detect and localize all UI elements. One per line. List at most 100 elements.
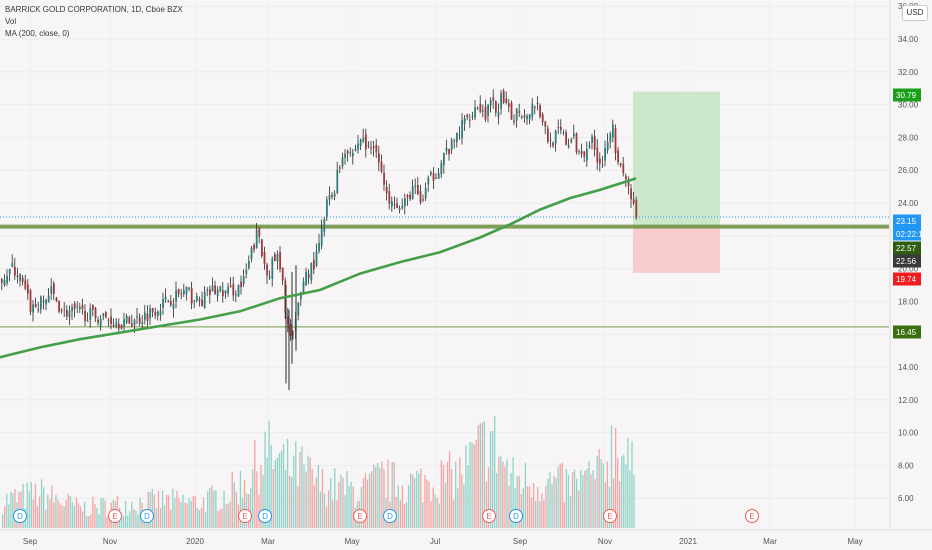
volume-bar bbox=[405, 501, 408, 528]
candle-body bbox=[79, 306, 81, 309]
candle-body bbox=[229, 285, 232, 288]
volume-bar bbox=[264, 431, 266, 528]
candle-body bbox=[305, 271, 307, 286]
dividend-marker[interactable]: D bbox=[13, 509, 27, 523]
candle-body bbox=[320, 228, 323, 246]
volume-bar bbox=[14, 489, 16, 528]
support-price-badge: 16.45 bbox=[893, 325, 921, 339]
earnings-marker[interactable]: E bbox=[603, 509, 617, 523]
volume-legend[interactable]: Vol bbox=[5, 17, 17, 26]
dividend-marker[interactable]: D bbox=[383, 509, 397, 523]
volume-bar bbox=[313, 484, 315, 528]
candle-body bbox=[279, 252, 281, 270]
volume-bar bbox=[233, 482, 235, 528]
volume-bar bbox=[10, 491, 12, 528]
ma-legend[interactable]: MA (200, close, 0) bbox=[5, 29, 70, 38]
volume-bar bbox=[305, 471, 307, 528]
candle-body bbox=[14, 266, 16, 276]
volume-bar bbox=[338, 482, 340, 528]
badge-bg bbox=[893, 272, 921, 286]
volume-bar bbox=[414, 478, 416, 528]
candle-body bbox=[393, 204, 396, 206]
volume-bar bbox=[86, 515, 88, 528]
candle-body bbox=[456, 132, 458, 143]
earnings-marker[interactable]: E bbox=[353, 509, 367, 523]
earnings-marker[interactable]: E bbox=[745, 509, 759, 523]
candle-body bbox=[170, 301, 172, 306]
candle-body bbox=[372, 146, 375, 148]
volume-bar bbox=[416, 470, 418, 528]
candle-body bbox=[357, 143, 359, 150]
dividend-marker[interactable]: D bbox=[509, 509, 523, 523]
volume-bar bbox=[506, 459, 508, 528]
volume-bar bbox=[289, 475, 291, 528]
marker-circle bbox=[238, 509, 252, 523]
candle-body bbox=[565, 132, 567, 145]
marker-circle bbox=[482, 509, 496, 523]
volume-bar bbox=[606, 461, 609, 528]
volume-bar bbox=[196, 507, 199, 528]
volume-bar bbox=[619, 481, 621, 528]
volume-bar bbox=[610, 425, 613, 528]
candle-body bbox=[323, 219, 326, 233]
marker-label: E bbox=[607, 512, 612, 521]
badge-bg bbox=[893, 254, 921, 268]
grid bbox=[0, 5, 889, 499]
volume-bar bbox=[284, 469, 287, 528]
candle-body bbox=[138, 317, 141, 324]
x-tick-label: Nov bbox=[598, 537, 612, 546]
dividend-marker[interactable]: D bbox=[140, 509, 154, 523]
volume-bar bbox=[94, 504, 96, 528]
volume-bar bbox=[563, 501, 565, 528]
candle-body bbox=[396, 203, 398, 209]
candle-body bbox=[367, 144, 370, 147]
volume-bar bbox=[364, 472, 367, 528]
candle-body bbox=[362, 137, 365, 142]
candle-body bbox=[183, 290, 185, 294]
volume-bar bbox=[180, 501, 182, 528]
x-tick-label: 2021 bbox=[679, 537, 697, 546]
volume-bar bbox=[239, 470, 242, 528]
candle-body bbox=[612, 124, 614, 138]
symbol-title[interactable]: BARRICK GOLD CORPORATION, 1D, Cboe BZX bbox=[5, 5, 183, 14]
volume-bar bbox=[340, 474, 342, 528]
candle-body bbox=[359, 139, 362, 147]
badge-text: 16.45 bbox=[896, 328, 917, 337]
candle-body bbox=[248, 260, 250, 269]
candle-body bbox=[344, 153, 346, 158]
volume-bar bbox=[366, 479, 369, 528]
dividend-marker[interactable]: D bbox=[258, 509, 272, 523]
candle-body bbox=[354, 149, 357, 152]
volume-bar bbox=[137, 514, 139, 528]
candle-body bbox=[167, 300, 170, 302]
x-tick-label: Mar bbox=[763, 537, 777, 546]
marker-circle bbox=[603, 509, 617, 523]
currency-button[interactable]: USD bbox=[902, 5, 928, 21]
badge-bg bbox=[893, 227, 921, 241]
candle-body bbox=[575, 133, 578, 153]
current-price-price-badge: 23.15 bbox=[893, 214, 921, 228]
volume-bar bbox=[63, 506, 65, 528]
candle-body bbox=[346, 150, 349, 154]
candles bbox=[1, 88, 638, 390]
volume-bar bbox=[311, 469, 313, 528]
earnings-marker[interactable]: E bbox=[238, 509, 252, 523]
marker-circle bbox=[13, 509, 27, 523]
volume-bar bbox=[473, 444, 475, 528]
y-tick-label: 18.00 bbox=[898, 297, 919, 306]
earnings-marker[interactable]: E bbox=[108, 509, 122, 523]
earnings-marker[interactable]: E bbox=[482, 509, 496, 523]
volume-bar bbox=[444, 482, 447, 528]
badge-text: 22.57 bbox=[896, 244, 917, 253]
volume-bar bbox=[612, 478, 615, 528]
volume-bar bbox=[561, 462, 563, 528]
volume-bar bbox=[469, 441, 471, 528]
candle-body bbox=[422, 199, 424, 201]
volume-bar bbox=[537, 486, 539, 528]
candle-body bbox=[131, 323, 133, 326]
volume-bar bbox=[8, 504, 10, 528]
candle-body bbox=[411, 186, 414, 199]
candle-body bbox=[216, 289, 219, 297]
volume-bar bbox=[399, 500, 401, 528]
